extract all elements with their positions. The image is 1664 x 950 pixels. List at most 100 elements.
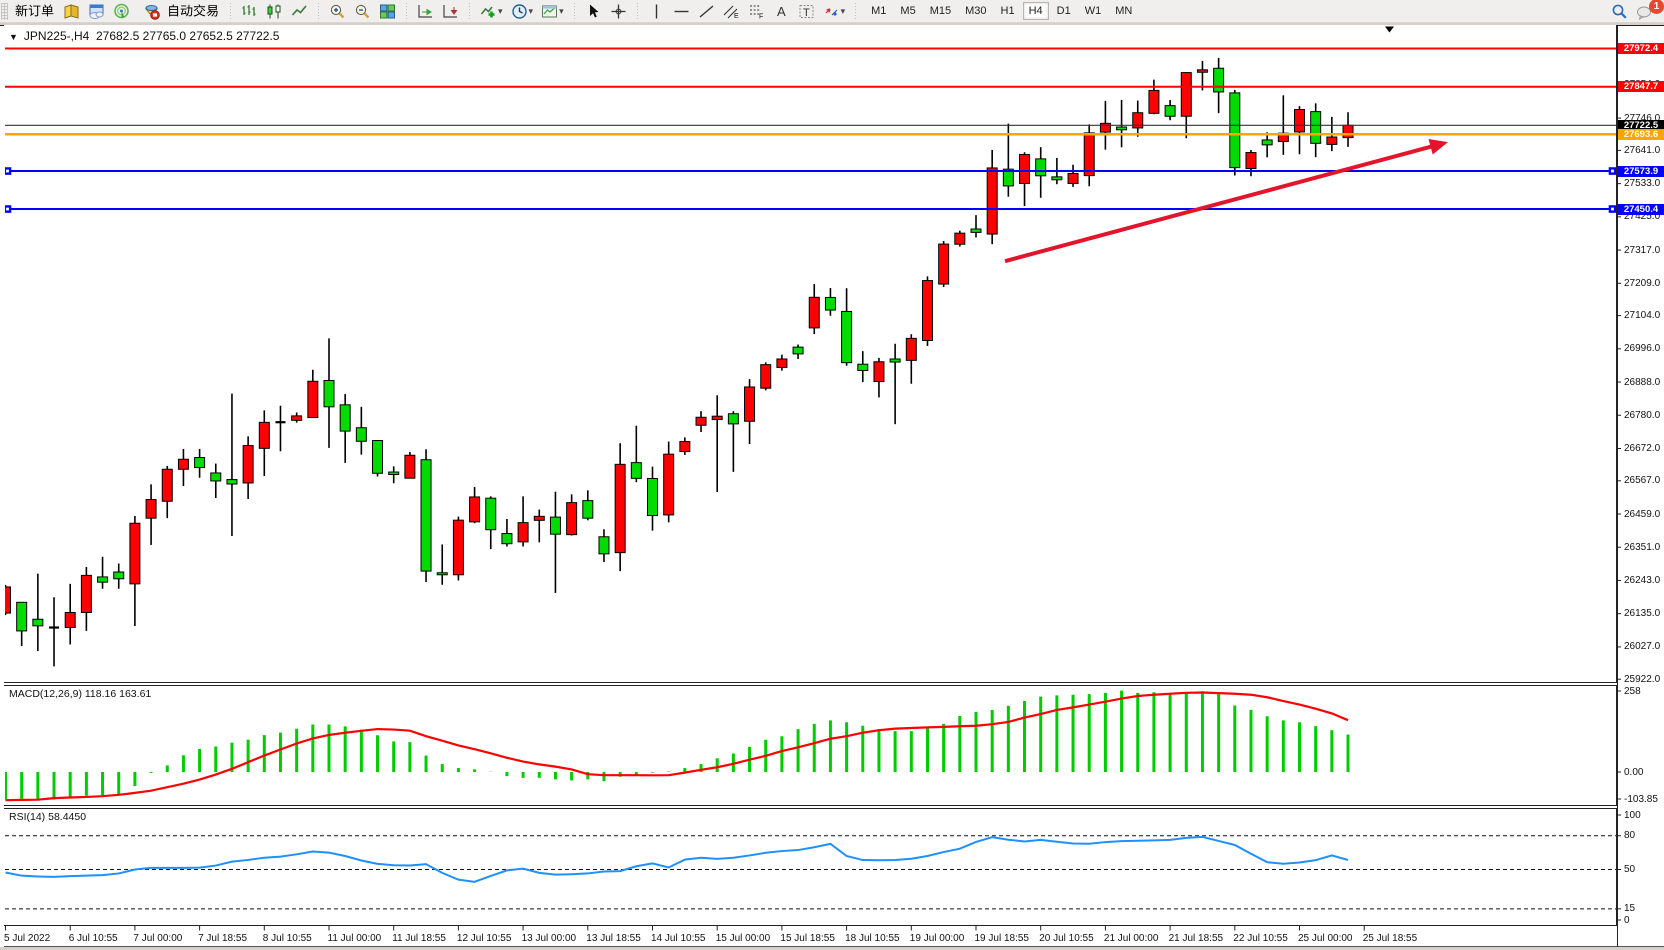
time-axis-label: 19 Jul 00:00: [909, 933, 965, 944]
macd-scale-label: 258: [1624, 685, 1641, 697]
rsi-pane[interactable]: [4, 808, 1617, 926]
price-axis-label: 26672.0: [1624, 442, 1661, 454]
chat-icon[interactable]: 1: [1632, 0, 1664, 22]
time-axis-label: 12 Jul 10:55: [456, 933, 512, 944]
time-axis-label: 7 Jul 00:00: [133, 933, 183, 944]
chart-title: ▼ JPN225-,H4 27682.5 27765.0 27652.5 2772…: [9, 29, 279, 43]
time-axis-label: 14 Jul 10:55: [651, 933, 706, 944]
fibonacci-tool-icon[interactable]: F: [744, 1, 769, 22]
timeframe-H4[interactable]: H4: [1022, 2, 1049, 20]
toolbar-grip[interactable]: [1, 2, 8, 20]
price-axis-label: 27104.0: [1624, 310, 1661, 322]
cursor-tool-icon[interactable]: [581, 1, 606, 22]
auto-scroll-icon[interactable]: [438, 1, 463, 22]
price-axis-label: 26567.0: [1624, 475, 1661, 487]
text-label-tool-icon[interactable]: T: [794, 1, 819, 22]
toolbar-separator: [403, 2, 410, 20]
time-axis-label: 18 Jul 10:55: [845, 933, 900, 944]
notification-badge[interactable]: 1: [1649, 0, 1664, 14]
candle-chart-type-icon[interactable]: [262, 1, 287, 22]
price-axis-label: 27425.0: [1624, 211, 1661, 223]
time-axis-label: 15 Jul 18:55: [780, 933, 835, 944]
chart-shift-icon[interactable]: [413, 1, 438, 22]
autotrading-button[interactable]: [134, 1, 224, 22]
time-axis-label: 21 Jul 18:55: [1168, 933, 1224, 944]
vline-tool-icon[interactable]: [644, 1, 669, 22]
price-axis-border: [1617, 25, 1618, 947]
price-axis-label: 26351.0: [1624, 541, 1661, 553]
price-badge-27693.6: 27693.6: [1618, 128, 1664, 140]
tile-windows-icon[interactable]: [375, 1, 400, 22]
time-axis-label: 22 Jul 10:55: [1233, 933, 1288, 944]
svg-text:A: A: [777, 4, 786, 19]
time-axis-label: 25 Jul 00:00: [1298, 933, 1353, 944]
timeframe-MN[interactable]: MN: [1115, 5, 1133, 17]
time-axis-label: 7 Jul 18:55: [198, 933, 248, 944]
price-chart-pane[interactable]: [4, 25, 1617, 683]
time-axis-label: 11 Jul 18:55: [392, 933, 446, 944]
rsi-scale-label: 50: [1624, 864, 1636, 875]
data-window-icon[interactable]: [84, 1, 109, 22]
time-axis[interactable]: [4, 926, 1664, 947]
dropdown-arrow-icon[interactable]: ▾: [498, 5, 503, 16]
price-axis-label: 26780.0: [1624, 409, 1661, 421]
price-badge-27972.4: 27972.4: [1618, 42, 1664, 54]
line-chart-type-icon[interactable]: [287, 1, 312, 22]
price-badge-27450.4: 27450.4: [1618, 203, 1664, 215]
indicators-icon[interactable]: [476, 1, 501, 22]
new-order-button[interactable]: [10, 1, 59, 22]
price-axis-label: 27533.0: [1624, 178, 1661, 190]
price-axis-label: 27746.0: [1624, 112, 1661, 124]
templates-icon[interactable]: [537, 1, 562, 22]
price-axis-label: 26243.0: [1624, 574, 1661, 586]
dropdown-arrow-icon[interactable]: ▾: [528, 5, 534, 16]
price-axis-label: 26996.0: [1624, 343, 1661, 355]
market-watch-icon[interactable]: [59, 1, 84, 22]
expert-advisors-icon[interactable]: [139, 1, 164, 22]
time-axis-label: 15 Jul 00:00: [715, 933, 771, 944]
timeframe-M1[interactable]: M1: [871, 5, 887, 17]
zoom-out-icon[interactable]: [350, 1, 375, 22]
timeframe-M30[interactable]: M30: [965, 5, 987, 17]
timeframe-M15[interactable]: M15: [929, 5, 952, 17]
zoom-in-icon[interactable]: [325, 1, 350, 22]
dropdown-arrow-icon[interactable]: ▾: [559, 5, 564, 16]
timeframe-W1[interactable]: W1: [1084, 5, 1102, 17]
timeframe-bar: M1 M5 M15 M30 H1 H4 D1 W1 MN: [864, 2, 1139, 20]
rsi-scale-label: 100: [1624, 809, 1641, 821]
chart-symbol-period: JPN225-,H4: [23, 29, 90, 43]
arrows-tool-icon[interactable]: [819, 1, 844, 22]
time-axis-label: 21 Jul 00:00: [1103, 933, 1159, 944]
price-axis-label: 27641.0: [1624, 144, 1661, 156]
timeframe-H1[interactable]: H1: [1000, 5, 1015, 17]
time-axis-label: 5 Jul 2022: [4, 933, 51, 944]
search-icon[interactable]: [1607, 1, 1632, 22]
signals-icon[interactable]: [109, 1, 134, 22]
timeframe-M5[interactable]: M5: [900, 5, 916, 17]
main-toolbar: ▾ ▾ ▾ E F A T ▾ M1 M5 M15 M30 H1 H4 D1 W1 MN 1: [0, 0, 1664, 23]
toolbar-separator: [633, 2, 641, 20]
time-axis-label: 6 Jul 10:55: [68, 933, 118, 944]
price-axis-label: 26027.0: [1624, 641, 1661, 653]
text-tool-icon[interactable]: A: [769, 1, 794, 22]
time-axis-label: 25 Jul 18:55: [1362, 933, 1418, 944]
toolbar-separator: [852, 2, 860, 20]
time-axis-label: 11 Jul 00:00: [327, 933, 382, 944]
toolbar-separator: [466, 2, 473, 20]
macd-pane[interactable]: [4, 685, 1617, 806]
dropdown-arrow-icon[interactable]: ▾: [840, 5, 846, 16]
chart-dropdown-icon[interactable]: ▼: [9, 32, 18, 42]
hline-tool-icon[interactable]: [669, 1, 694, 22]
bar-chart-type-icon[interactable]: [237, 1, 262, 22]
crosshair-tool-icon[interactable]: [606, 1, 631, 22]
trendline-tool-icon[interactable]: [694, 1, 719, 22]
periods-icon[interactable]: [507, 1, 532, 22]
channel-tool-icon[interactable]: E: [719, 1, 744, 22]
time-axis-label: 20 Jul 10:55: [1039, 933, 1094, 944]
svg-text:E: E: [734, 13, 739, 20]
toolbar-separator: [570, 2, 578, 20]
price-axis-label: 27317.0: [1624, 244, 1661, 256]
price-axis-label: 26135.0: [1624, 608, 1661, 620]
timeframe-D1[interactable]: D1: [1056, 5, 1071, 17]
